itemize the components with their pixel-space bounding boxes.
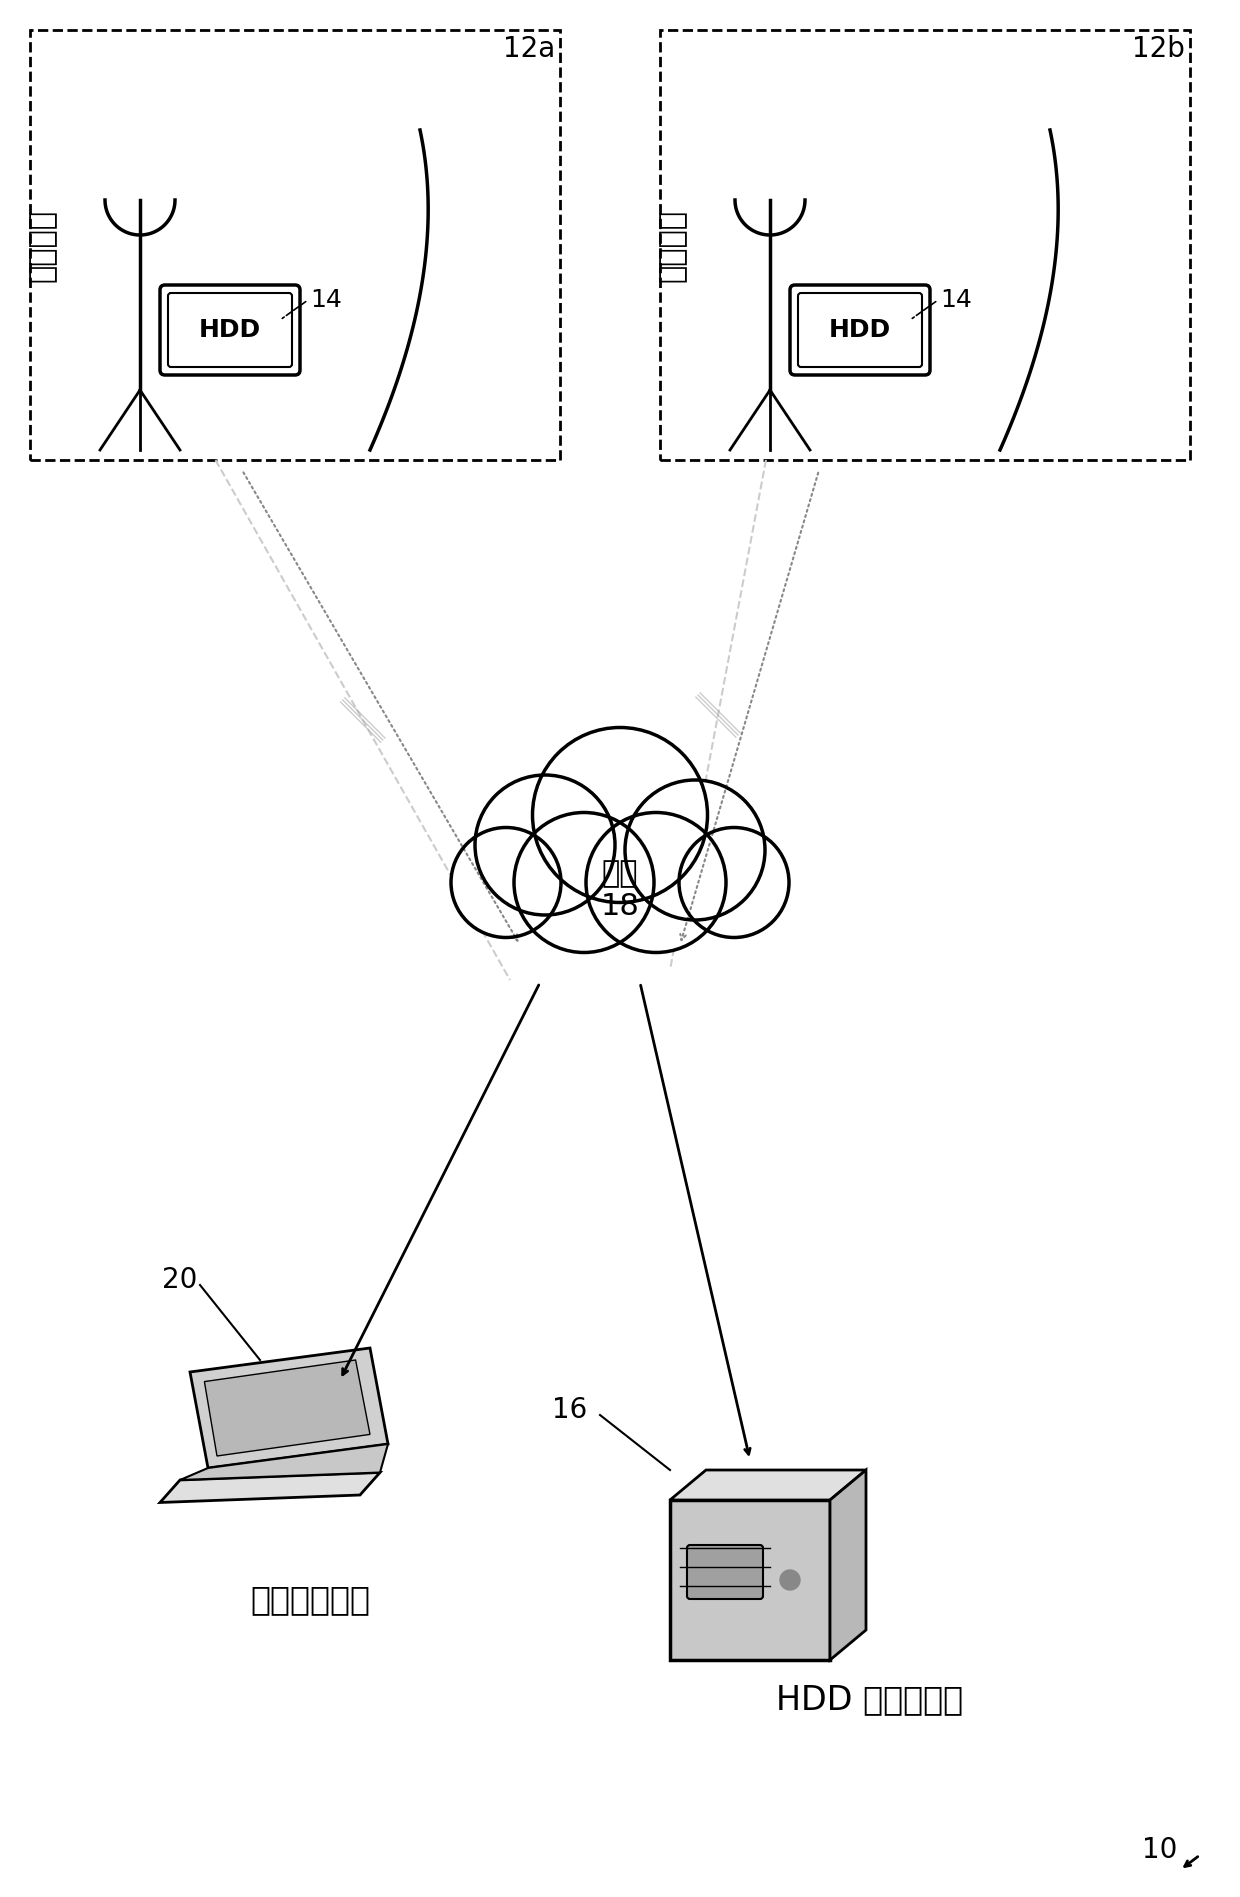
Text: HDD 数据服务器: HDD 数据服务器 <box>776 1683 963 1717</box>
Text: 远程计算系统: 远程计算系统 <box>250 1584 370 1616</box>
Text: 16: 16 <box>552 1396 588 1425</box>
Circle shape <box>780 1571 800 1590</box>
FancyBboxPatch shape <box>790 285 930 376</box>
Text: 工作现场: 工作现场 <box>657 209 687 281</box>
FancyBboxPatch shape <box>799 292 923 366</box>
Polygon shape <box>180 1444 388 1480</box>
Text: 14: 14 <box>940 288 972 311</box>
Circle shape <box>475 776 615 914</box>
Circle shape <box>680 827 789 937</box>
Circle shape <box>532 728 708 903</box>
Polygon shape <box>670 1470 866 1501</box>
Polygon shape <box>830 1470 866 1660</box>
Circle shape <box>451 827 560 937</box>
Text: 网格
18: 网格 18 <box>600 859 640 922</box>
Circle shape <box>587 812 725 952</box>
Text: HDD: HDD <box>828 319 892 341</box>
Polygon shape <box>190 1349 388 1468</box>
Polygon shape <box>160 1472 379 1502</box>
FancyBboxPatch shape <box>160 285 300 376</box>
Circle shape <box>625 780 765 920</box>
Bar <box>30 30 560 459</box>
Text: 20: 20 <box>162 1265 197 1294</box>
Text: 工作现场: 工作现场 <box>27 209 57 281</box>
Polygon shape <box>205 1360 370 1457</box>
Polygon shape <box>670 1501 830 1660</box>
Text: 10: 10 <box>1142 1836 1178 1865</box>
Bar <box>660 30 1190 459</box>
Text: HDD: HDD <box>198 319 262 341</box>
Text: 12a: 12a <box>502 34 556 63</box>
Text: 14: 14 <box>310 288 342 311</box>
FancyBboxPatch shape <box>167 292 291 366</box>
Circle shape <box>515 812 653 952</box>
FancyBboxPatch shape <box>687 1544 763 1599</box>
Text: 12b: 12b <box>1132 34 1185 63</box>
